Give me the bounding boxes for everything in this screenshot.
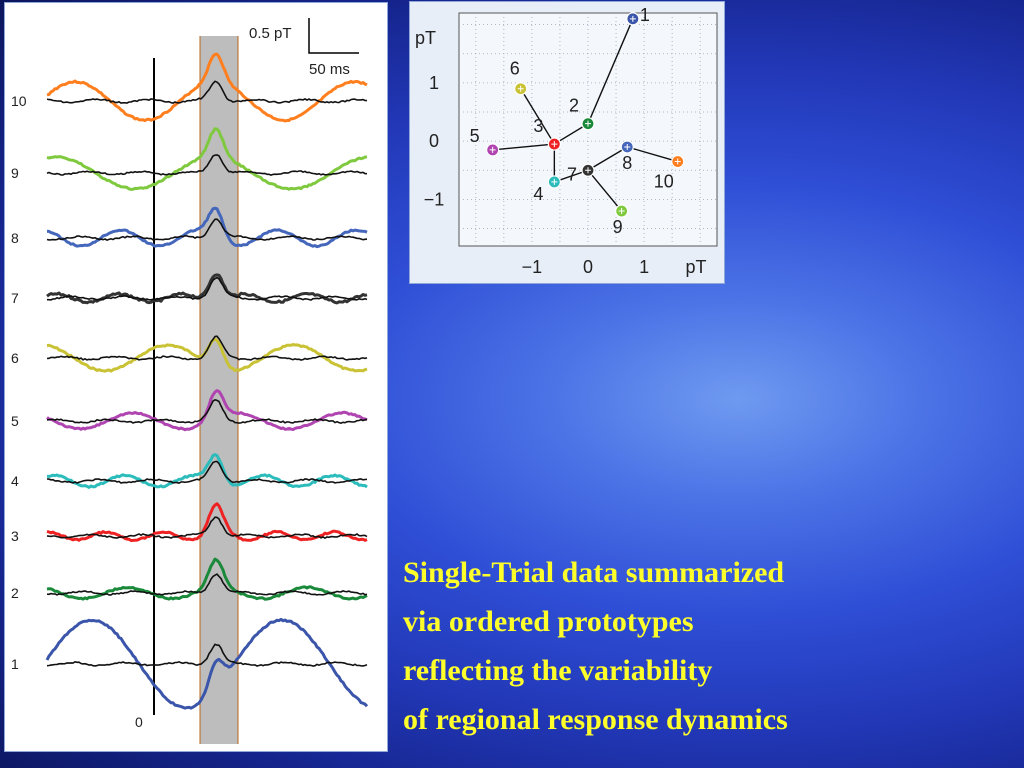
trial-label-6: 6 [11, 350, 19, 366]
trial-label-2: 2 [11, 585, 19, 601]
trial-trace-5 [46, 389, 368, 432]
caption-line: Single-Trial data summarized [403, 556, 785, 589]
trial-label-9: 9 [11, 165, 19, 181]
scale-bar [308, 18, 359, 54]
prototype-point-marker [629, 15, 636, 22]
prototype-label-10: 10 [654, 172, 674, 192]
prototype-label-6: 6 [510, 59, 520, 79]
prototype-label-3: 3 [533, 116, 543, 136]
trial-label-4: 4 [11, 473, 19, 489]
trial-label-8: 8 [11, 230, 19, 246]
average-trace-3 [46, 516, 368, 540]
average-trace-10 [46, 80, 368, 104]
trial-label-7: 7 [11, 290, 19, 306]
prototype-label-5: 5 [470, 126, 480, 146]
trial-trace-1 [45, 617, 369, 710]
caption-line: via ordered prototypes [403, 605, 694, 638]
waveform-panel: 0 0.5 pT 50 ms 10 9 8 7 6 5 4 3 2 1 [4, 2, 388, 752]
prototype-label-1: 1 [640, 5, 650, 25]
average-trace-4 [46, 460, 368, 484]
y-tick-label: 0 [429, 131, 439, 151]
prototype-label-2: 2 [569, 96, 579, 116]
average-trace-8 [46, 218, 368, 241]
y-axis-label: pT [415, 28, 436, 48]
prototype-edge [587, 169, 623, 212]
average-trace-7 [47, 276, 368, 301]
prototype-point-marker [489, 146, 496, 153]
trial-label-1: 1 [11, 656, 19, 672]
trial-trace-9 [46, 127, 368, 191]
prototype-point-marker [674, 158, 681, 165]
y-tick-label: 1 [429, 73, 439, 93]
average-trace-9 [46, 154, 368, 176]
trial-trace-2 [46, 557, 368, 601]
prototype-point-marker [585, 120, 591, 127]
prototype-label-4: 4 [533, 184, 543, 204]
prototype-edge [627, 146, 678, 163]
prototype-point-marker [618, 208, 625, 215]
onset-zero-label: 0 [135, 714, 143, 730]
trial-label-10: 10 [11, 93, 27, 109]
caption-line: of regional response dynamics [403, 703, 788, 736]
waveform-chart: 0 0.5 pT 50 ms 10 9 8 7 6 5 4 3 2 1 [11, 18, 369, 744]
prototype-edge [492, 143, 555, 151]
slide-caption: Single-Trial data summarized via ordered… [403, 548, 1003, 744]
prototype-edge [520, 88, 555, 145]
prototype-label-9: 9 [613, 217, 623, 237]
y-tick-label: −1 [424, 189, 445, 209]
prototype-label-8: 8 [622, 153, 632, 173]
prototype-point-marker [517, 85, 524, 92]
prototype-point-marker [551, 178, 558, 185]
prototype-edge [587, 146, 628, 171]
prototype-point-marker [551, 141, 558, 148]
x-tick-label: 0 [583, 257, 593, 277]
scale-bar-amplitude: 0.5 pT [249, 25, 292, 42]
scatter-panel: pT 1 0 −1 −1 0 1 pT 1 2 3 4 5 6 7 8 9 10 [409, 1, 725, 284]
prototype-edge [587, 18, 634, 124]
trial-label-3: 3 [11, 528, 19, 544]
average-trace-1 [46, 643, 368, 667]
trial-trace-10 [46, 52, 368, 123]
x-axis-label: pT [685, 257, 706, 277]
trial-trace-3 [46, 502, 368, 542]
caption-line: reflecting the variability [403, 654, 713, 687]
trial-label-5: 5 [11, 413, 19, 429]
trial-trace-4 [46, 453, 368, 489]
x-tick-label: −1 [522, 257, 543, 277]
prototype-point-marker [624, 143, 631, 150]
average-trace-5 [46, 399, 368, 424]
x-tick-label: 1 [639, 257, 649, 277]
prototype-label-7: 7 [567, 164, 577, 184]
scale-bar-time: 50 ms [309, 61, 350, 78]
average-trace-6 [46, 335, 368, 361]
average-trace-2 [46, 573, 368, 596]
prototype-point-marker [585, 167, 591, 174]
